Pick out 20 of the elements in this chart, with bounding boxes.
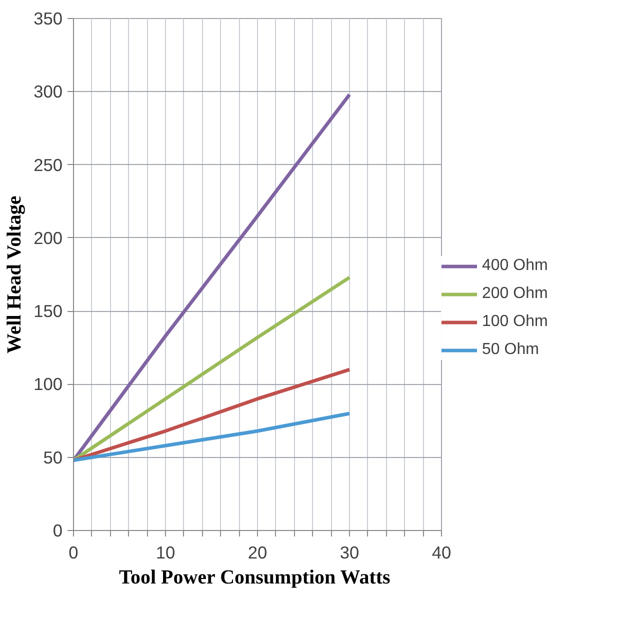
legend-label: 100 Ohm: [482, 313, 548, 331]
y-tick-label: 0: [52, 520, 63, 540]
x-tick-label: 0: [68, 542, 78, 562]
y-tick-label: 350: [34, 8, 63, 28]
y-tick-label: 250: [34, 154, 63, 175]
y-tick-label: 150: [34, 301, 63, 322]
y-tick-label: 50: [43, 447, 63, 468]
legend-label: 50 Ohm: [482, 341, 539, 359]
x-tick-label: 20: [248, 542, 268, 562]
x-axis-title: Tool Power Consumption Watts: [118, 566, 391, 588]
y-tick-label: 300: [34, 82, 63, 102]
x-tick-label: 30: [340, 542, 360, 562]
legend-label: 200 Ohm: [482, 285, 548, 303]
legend-label: 400 Ohm: [482, 257, 548, 275]
x-tick-label: 10: [156, 542, 176, 562]
line-series: [74, 412, 352, 462]
y-tick-label: 200: [34, 228, 63, 248]
y-axis-title: Well Head Voltage: [4, 196, 26, 354]
y-tick-label: 100: [34, 374, 63, 394]
x-tick-label: 40: [432, 542, 452, 562]
